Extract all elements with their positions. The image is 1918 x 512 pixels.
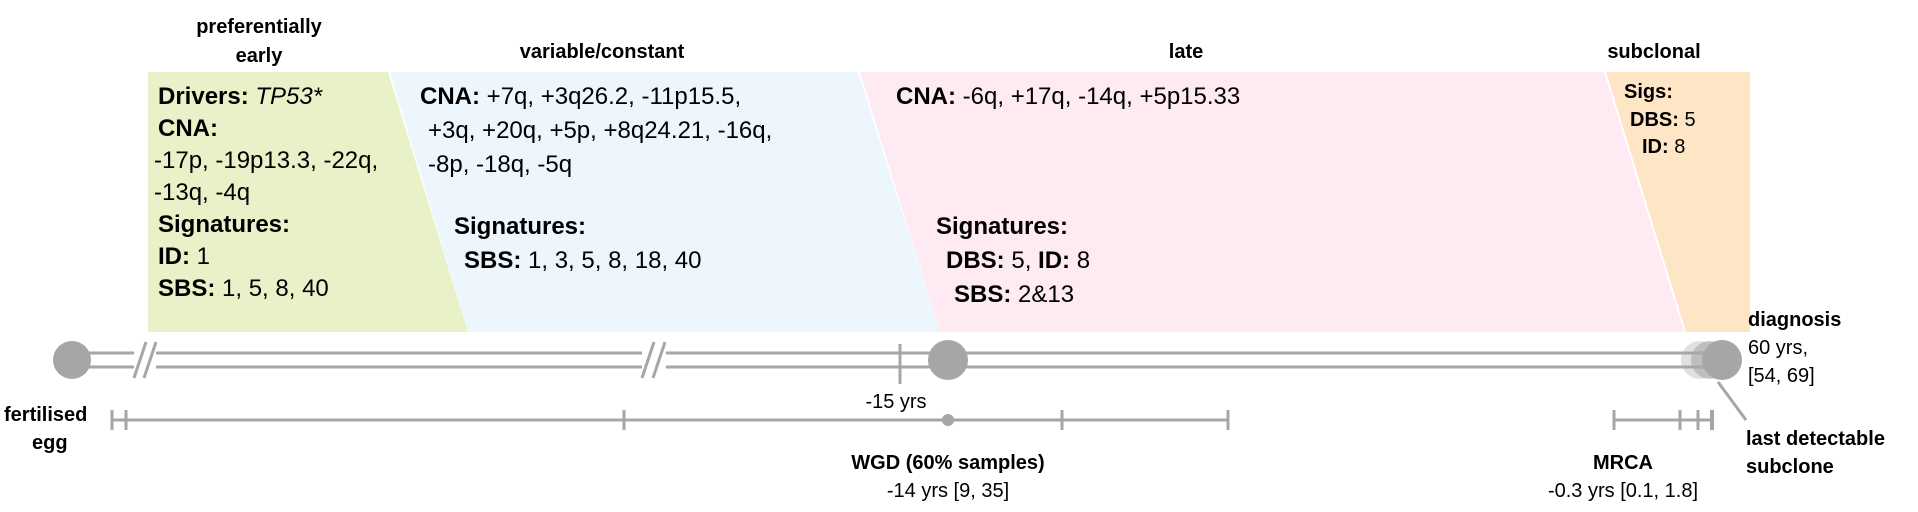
diagnosis-ci: [54, 69]	[1748, 365, 1815, 387]
variable-cna-line3: -8p, -18q, -5q	[428, 151, 572, 178]
early-cna-line1: -17p, -19p13.3, -22q,	[154, 147, 378, 174]
early-cna-line2: -13q, -4q	[154, 179, 250, 206]
early-phase-title-2: early	[236, 45, 284, 67]
early-id: ID: 1	[158, 243, 210, 270]
late-phase-title: late	[1169, 41, 1203, 63]
diagnosis-age: 60 yrs,	[1748, 337, 1808, 359]
mrca-title: MRCA	[1593, 452, 1653, 474]
wgd-interval-bar	[110, 410, 1230, 430]
early-phase-panel	[148, 72, 468, 332]
early-drivers: Drivers: TP53*	[158, 83, 323, 110]
last-subclone-label-2: subclone	[1746, 456, 1834, 478]
fertilised-egg-label-2: egg	[32, 432, 68, 454]
early-cna-label: CNA:	[158, 115, 218, 142]
late-sbs: SBS: 2&13	[954, 281, 1074, 308]
late-signatures-label: Signatures:	[936, 213, 1068, 240]
drivers-value: TP53*	[255, 83, 322, 110]
variable-signatures-label: Signatures:	[454, 213, 586, 240]
timeline-axis	[72, 351, 1722, 369]
minus-15-label: -15 yrs	[865, 391, 926, 413]
last-subclone-label: last detectable	[1746, 428, 1885, 450]
wgd-title: WGD (60% samples)	[851, 452, 1044, 474]
early-phase-title: preferentially	[196, 16, 322, 38]
early-signatures-label: Signatures:	[158, 211, 290, 238]
mrca-value: -0.3 yrs [0.1, 1.8]	[1548, 480, 1698, 502]
variable-phase-panel	[390, 72, 940, 332]
late-phase-panel	[860, 72, 1684, 332]
variable-cna-line1: CNA: +7q, +3q26.2, -11p15.5,	[420, 83, 741, 110]
subclonal-dbs: DBS: 5	[1630, 109, 1696, 131]
late-dbs-id: DBS: 5, ID: 8	[946, 247, 1090, 274]
subclonal-id: ID: 8	[1642, 136, 1685, 158]
axis-break-1	[132, 341, 158, 379]
variable-sbs: SBS: 1, 3, 5, 8, 18, 40	[464, 247, 701, 274]
fertilised-egg-node	[53, 341, 91, 379]
subclone-pointer	[1716, 381, 1748, 421]
mrca-interval-bar	[1612, 410, 1714, 430]
subclonal-phase-panel	[1606, 72, 1750, 332]
wgd-value: -14 yrs [9, 35]	[887, 480, 1009, 502]
subclonal-sigs-label: Sigs:	[1624, 81, 1673, 103]
variable-phase-title: variable/constant	[520, 41, 685, 63]
late-cna: CNA: -6q, +17q, -14q, +5p15.33	[896, 83, 1240, 110]
subclonal-phase-title: subclonal	[1607, 41, 1700, 63]
axis-break-2	[640, 341, 667, 379]
diagnosis-label: diagnosis	[1748, 309, 1841, 331]
wgd-node	[928, 340, 968, 380]
diagnosis-node	[1702, 340, 1742, 380]
fertilised-egg-label: fertilised	[4, 404, 87, 426]
early-sbs: SBS: 1, 5, 8, 40	[158, 275, 329, 302]
drivers-label: Drivers:	[158, 83, 249, 110]
variable-cna-line2: +3q, +20q, +5p, +8q24.21, -16q,	[428, 117, 772, 144]
